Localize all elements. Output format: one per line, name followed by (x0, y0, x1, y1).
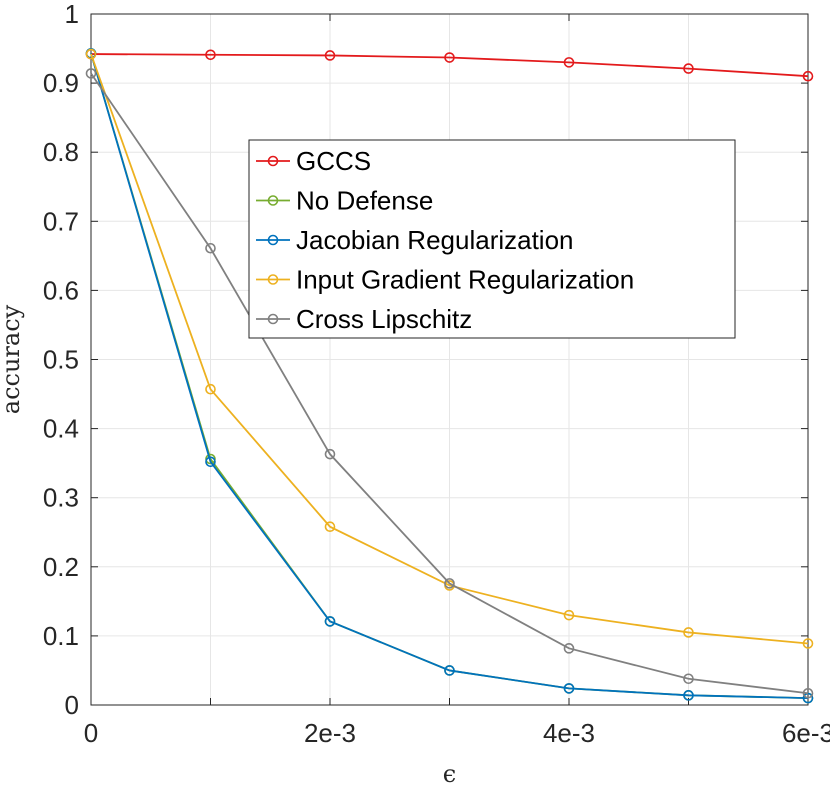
data-point (324, 448, 336, 460)
data-point (683, 63, 694, 74)
legend-entry: GCCS (256, 146, 371, 176)
data-point (802, 687, 814, 699)
data-point (683, 627, 694, 638)
series-layer (85, 48, 814, 704)
data-point (802, 692, 814, 704)
y-tick-label: 0.4 (43, 414, 79, 444)
x-axis-label: ϵ (443, 760, 456, 786)
y-tick-label: 1 (65, 0, 79, 29)
legend-label: Input Gradient Regularization (296, 265, 634, 295)
legend-label: GCCS (296, 146, 371, 176)
data-point (563, 609, 575, 621)
y-tick-label: 0.7 (43, 206, 79, 236)
data-point (563, 643, 575, 654)
y-tick-label: 0.6 (43, 275, 79, 305)
data-point (563, 57, 575, 68)
legend-swatch-marker (267, 313, 279, 325)
data-point (683, 673, 694, 685)
y-tick-label: 0.8 (43, 137, 79, 167)
grid-lines (90, 13, 809, 706)
y-tick-label: 0.2 (43, 552, 79, 582)
legend-label: Jacobian Regularization (296, 225, 574, 255)
legend-entry: No Defense (256, 186, 433, 216)
data-point (85, 68, 97, 79)
legend-entry: Cross Lipschitz (256, 304, 472, 334)
legend-box (248, 139, 736, 339)
series-cross-lipschitz (85, 68, 814, 699)
legend-swatch-marker (267, 234, 279, 246)
data-point (683, 690, 694, 701)
y-axis-label: accuracy (0, 304, 25, 414)
data-point (85, 48, 97, 60)
legend-entry: Input Gradient Regularization (256, 265, 634, 295)
data-point (802, 70, 814, 82)
x-tick-label: 4e-3 (543, 718, 595, 748)
y-tick-label: 0 (65, 690, 79, 720)
y-tick-label: 0.1 (43, 621, 79, 651)
x-tick-label: 0 (84, 718, 98, 748)
data-point (205, 456, 216, 468)
data-point (324, 521, 336, 533)
series-line (90, 53, 809, 78)
data-point (205, 242, 216, 254)
series-line (90, 53, 809, 699)
series-input-gradient-regularization (85, 48, 814, 649)
legend-label: Cross Lipschitz (296, 304, 472, 334)
data-point (444, 665, 455, 676)
axes: 0 2e-3 4e-3 6e-3 0 0.1 0.2 0.3 0.4 0.5 0.6 0.7 0.8 0.… (43, 0, 830, 748)
data-point (205, 49, 216, 61)
legend: GCCS No Defense Jacobian Regularization Inp… (248, 139, 736, 339)
y-tick-label: 0.3 (43, 483, 79, 513)
legend-swatch-marker (267, 195, 279, 206)
y-tick-label: 0.9 (43, 68, 79, 98)
data-point (324, 50, 336, 61)
series-line (90, 72, 809, 695)
data-point (205, 383, 216, 395)
y-tick-label: 0.5 (43, 345, 79, 375)
x-tick-label: 6e-3 (782, 718, 830, 748)
legend-entry: Jacobian Regularization (256, 225, 574, 255)
data-point (563, 683, 575, 694)
data-point (444, 52, 455, 63)
legend-swatch-marker (267, 274, 279, 285)
legend-swatch-marker (267, 155, 279, 167)
data-point (802, 638, 814, 649)
x-tick-label: 2e-3 (304, 718, 356, 748)
data-point (324, 616, 336, 627)
series-line (90, 53, 809, 645)
legend-label: No Defense (296, 186, 433, 216)
data-point (444, 578, 455, 589)
